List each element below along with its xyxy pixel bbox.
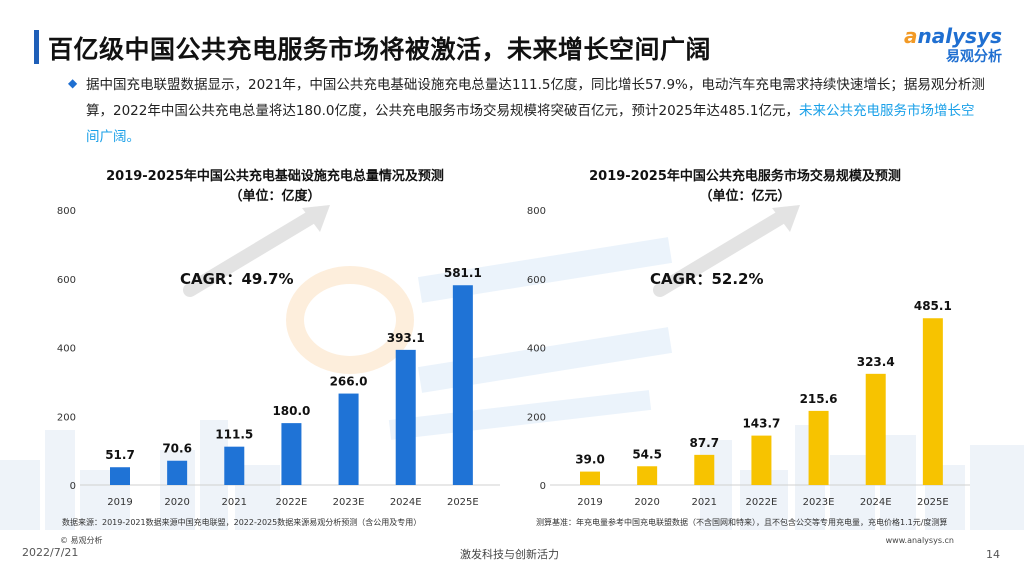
y-tick-label: 800 xyxy=(527,206,546,217)
bar-value-label: 180.0 xyxy=(272,404,310,418)
summary-paragraph: 据中国充电联盟数据显示，2021年，中国公共充电基础设施充电总量达111.5亿度… xyxy=(86,72,986,150)
summary-highlight: 未来公共充电服务市场增长空间广阔。 xyxy=(86,103,975,145)
bar xyxy=(167,460,188,485)
watermark-logo xyxy=(286,237,673,440)
bar xyxy=(694,454,715,485)
bar xyxy=(865,373,886,485)
y-tick-label: 200 xyxy=(527,412,546,423)
chart-source-note-right: 测算基准：年充电量参考中国充电联盟数据（不含国网和特来），且不包含公交等专用充电… xyxy=(536,518,948,527)
bar xyxy=(224,446,245,485)
bar-value-label: 266.0 xyxy=(330,375,368,389)
title-accent-bar xyxy=(34,30,39,64)
x-tick-label: 2019 xyxy=(577,497,602,508)
bar-value-label: 51.7 xyxy=(105,448,135,462)
x-tick-label: 2022E xyxy=(276,497,308,508)
trend-arrow-head-icon xyxy=(302,205,330,232)
trend-arrow-icon xyxy=(183,208,322,297)
y-tick-label: 600 xyxy=(57,275,76,286)
bar-value-label: 581.1 xyxy=(444,266,482,280)
chart-source-note-left: 数据来源：2019-2021数据来源中国充电联盟，2022-2025数据来源易观… xyxy=(62,518,422,527)
diamond-bullet-icon: ◆ xyxy=(68,76,78,90)
summary-text: 据中国充电联盟数据显示，2021年，中国公共充电基础设施充电总量达111.5亿度… xyxy=(86,77,985,119)
y-tick-label: 0 xyxy=(540,481,546,492)
footer-slogan: 激发科技与创新活力 xyxy=(460,548,559,561)
trend-arrow-icon xyxy=(653,208,792,297)
bar-value-label: 393.1 xyxy=(387,331,425,345)
chart-market-size: 2019-2025年中国公共充电服务市场交易规模及预测 （单位：亿元） 0 200 40… xyxy=(527,168,970,508)
chart-title: 2019-2025年中国公共充电服务市场交易规模及预测 xyxy=(589,168,901,184)
bar-value-label: 87.7 xyxy=(689,436,719,450)
logo-chinese: 易观分析 xyxy=(946,49,1002,65)
y-tick-label: 800 xyxy=(57,206,76,217)
bar-value-label: 143.7 xyxy=(742,417,780,431)
bar xyxy=(395,349,416,485)
bar-value-label: 39.0 xyxy=(575,453,605,467)
bar-value-label: 70.6 xyxy=(162,442,192,456)
analysys-logo: analysys 易观分析 xyxy=(892,24,1002,74)
x-tick-label: 2021 xyxy=(222,497,247,508)
x-tick-label: 2023E xyxy=(333,497,365,508)
logo-wordmark: analysys xyxy=(904,24,1002,48)
y-tick-label: 200 xyxy=(57,412,76,423)
x-tick-label: 2021 xyxy=(692,497,717,508)
x-tick-label: 2022E xyxy=(746,497,778,508)
x-tick-label: 2020 xyxy=(164,497,189,508)
x-tick-label: 2024E xyxy=(390,497,422,508)
y-tick-label: 600 xyxy=(527,275,546,286)
trend-arrow-head-icon xyxy=(772,205,800,232)
copyright: © 易观分析 xyxy=(60,536,103,545)
bar-value-label: 323.4 xyxy=(857,355,895,369)
bar xyxy=(922,318,943,485)
chart-title: 2019-2025年中国公共充电基础设施充电总量情况及预测 xyxy=(106,168,444,184)
bar-value-label: 215.6 xyxy=(800,392,838,406)
bar-value-label: 485.1 xyxy=(914,299,952,313)
x-tick-label: 2025E xyxy=(447,497,479,508)
bar xyxy=(637,466,658,485)
y-tick-label: 0 xyxy=(70,481,76,492)
bar xyxy=(751,435,772,485)
page-title: 百亿级中国公共充电服务市场将被激活，未来增长空间广阔 xyxy=(48,35,712,64)
x-tick-label: 2025E xyxy=(917,497,949,508)
bar xyxy=(110,467,130,485)
bar-value-label: 54.5 xyxy=(632,447,662,461)
cagr-annotation: CAGR：52.2% xyxy=(650,270,764,288)
bar xyxy=(452,285,473,485)
bar xyxy=(281,423,302,485)
page-number: 14 xyxy=(986,548,1000,561)
bar-value-label: 111.5 xyxy=(215,428,253,442)
skyline-decoration xyxy=(0,420,1024,530)
x-tick-label: 2019 xyxy=(107,497,132,508)
bar xyxy=(338,393,359,485)
cagr-annotation: CAGR：49.7% xyxy=(180,270,294,288)
y-tick-label: 400 xyxy=(527,344,546,355)
chart-charging-volume: 2019-2025年中国公共充电基础设施充电总量情况及预测 （单位：亿度） 0 200… xyxy=(57,168,500,508)
bar xyxy=(580,471,600,485)
chart-subtitle: （单位：亿度） xyxy=(229,188,320,204)
x-tick-label: 2023E xyxy=(803,497,835,508)
website-link[interactable]: www.analysys.cn xyxy=(885,536,954,545)
report-date: 2022/7/21 xyxy=(22,546,79,559)
y-tick-label: 400 xyxy=(57,344,76,355)
x-tick-label: 2024E xyxy=(860,497,892,508)
bar xyxy=(808,410,829,485)
x-tick-label: 2020 xyxy=(634,497,659,508)
chart-subtitle: （单位：亿元） xyxy=(699,188,790,204)
